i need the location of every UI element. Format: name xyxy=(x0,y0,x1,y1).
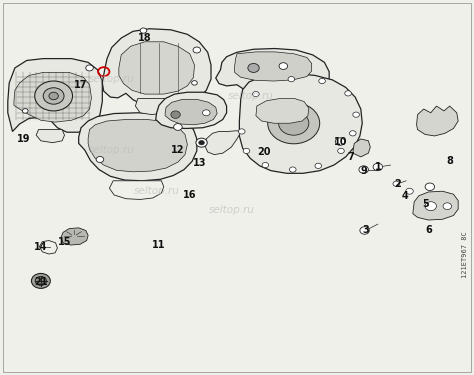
Circle shape xyxy=(49,92,58,100)
Text: 17: 17 xyxy=(74,80,88,90)
Text: 9: 9 xyxy=(360,166,367,176)
Circle shape xyxy=(373,163,383,171)
Polygon shape xyxy=(109,181,164,200)
Text: seltop.ru: seltop.ru xyxy=(89,74,135,84)
Text: seltop.ru: seltop.ru xyxy=(210,205,255,215)
Circle shape xyxy=(425,183,435,190)
Circle shape xyxy=(193,47,201,53)
Text: 3: 3 xyxy=(362,225,369,236)
Circle shape xyxy=(43,88,64,104)
Circle shape xyxy=(337,148,344,153)
Text: 121ET967 8C: 121ET967 8C xyxy=(462,231,468,278)
Circle shape xyxy=(443,203,452,210)
Text: 1: 1 xyxy=(374,162,381,172)
Circle shape xyxy=(202,110,210,116)
Polygon shape xyxy=(61,228,88,245)
Polygon shape xyxy=(36,130,64,142)
Polygon shape xyxy=(417,106,458,136)
Polygon shape xyxy=(136,99,168,115)
Text: 18: 18 xyxy=(138,33,152,43)
Circle shape xyxy=(288,76,295,82)
Polygon shape xyxy=(216,48,329,99)
Text: 2: 2 xyxy=(394,179,401,189)
Circle shape xyxy=(31,273,50,288)
Text: seltop.ru: seltop.ru xyxy=(134,186,180,196)
Polygon shape xyxy=(256,99,309,123)
Polygon shape xyxy=(235,52,312,81)
Text: 10: 10 xyxy=(334,136,348,147)
Text: 11: 11 xyxy=(152,240,166,250)
Circle shape xyxy=(243,148,250,153)
Circle shape xyxy=(345,91,351,96)
Circle shape xyxy=(335,138,345,145)
Circle shape xyxy=(279,111,309,135)
Circle shape xyxy=(196,138,207,147)
Circle shape xyxy=(171,111,180,118)
Text: 12: 12 xyxy=(171,145,185,155)
Text: 14: 14 xyxy=(34,242,47,252)
Circle shape xyxy=(290,167,296,172)
Polygon shape xyxy=(8,58,102,132)
Circle shape xyxy=(393,181,400,186)
Text: 16: 16 xyxy=(183,190,197,200)
Circle shape xyxy=(425,202,437,211)
Circle shape xyxy=(319,78,325,84)
Circle shape xyxy=(353,112,359,117)
Text: 6: 6 xyxy=(425,225,432,236)
Circle shape xyxy=(96,156,104,162)
Circle shape xyxy=(22,109,28,113)
Circle shape xyxy=(406,188,413,194)
Text: seltop.ru: seltop.ru xyxy=(89,145,135,155)
Polygon shape xyxy=(413,191,458,220)
Text: seltop.ru: seltop.ru xyxy=(228,91,274,101)
Text: 5: 5 xyxy=(423,200,429,209)
Circle shape xyxy=(349,131,356,136)
Polygon shape xyxy=(156,92,227,129)
Polygon shape xyxy=(353,139,370,157)
Polygon shape xyxy=(165,99,217,125)
Circle shape xyxy=(140,28,147,33)
Circle shape xyxy=(86,65,93,71)
Text: 8: 8 xyxy=(446,156,453,166)
Circle shape xyxy=(315,163,321,168)
Circle shape xyxy=(268,103,319,144)
Circle shape xyxy=(262,162,269,168)
Polygon shape xyxy=(119,42,194,94)
Text: 19: 19 xyxy=(17,134,30,144)
Circle shape xyxy=(279,63,288,69)
Circle shape xyxy=(199,140,204,145)
Circle shape xyxy=(35,276,46,285)
Circle shape xyxy=(191,81,197,85)
Text: 7: 7 xyxy=(347,152,354,162)
Polygon shape xyxy=(205,131,241,154)
Text: 21: 21 xyxy=(34,277,47,286)
Polygon shape xyxy=(88,120,187,172)
Polygon shape xyxy=(102,29,211,107)
Circle shape xyxy=(248,63,259,72)
Circle shape xyxy=(253,92,259,97)
Polygon shape xyxy=(239,74,362,173)
Circle shape xyxy=(35,81,73,111)
Circle shape xyxy=(359,166,368,173)
Polygon shape xyxy=(79,113,197,181)
Circle shape xyxy=(238,129,245,134)
Circle shape xyxy=(360,227,369,234)
Circle shape xyxy=(173,124,182,130)
Polygon shape xyxy=(14,72,91,122)
Text: 20: 20 xyxy=(258,147,271,157)
Text: 15: 15 xyxy=(58,237,71,247)
Text: 13: 13 xyxy=(192,158,206,168)
Text: 4: 4 xyxy=(401,191,408,201)
